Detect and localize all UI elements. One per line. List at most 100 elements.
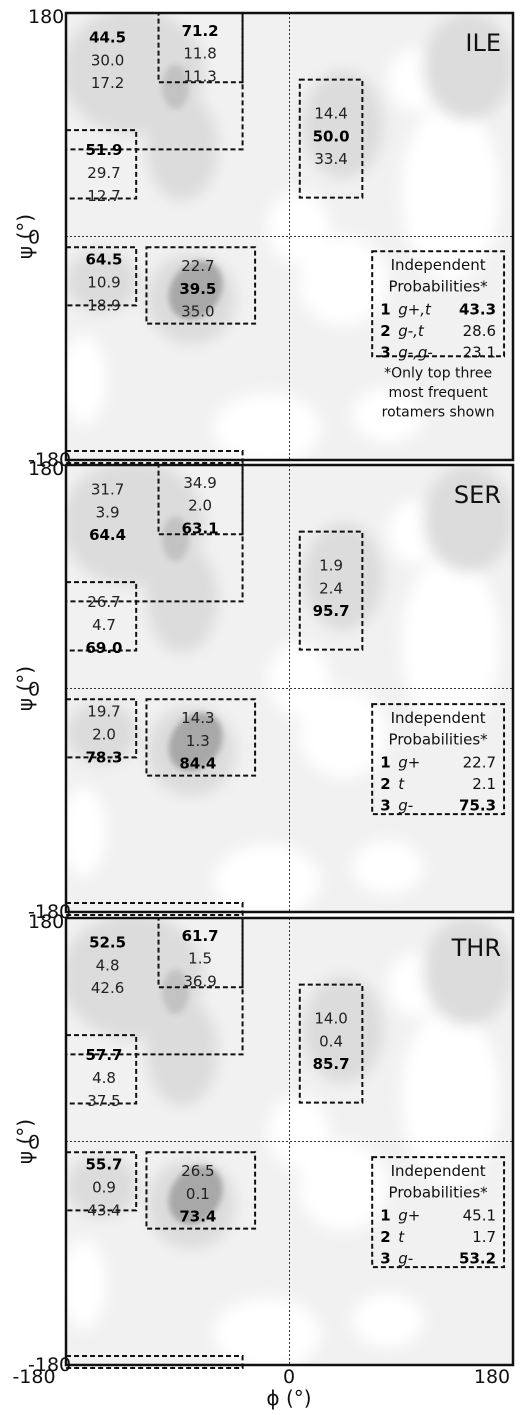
residue-label: SER [454,481,501,509]
rotamer-name: g-,t [398,322,425,340]
rotamer-rank: 3 [380,344,390,362]
rotamer-probability-label: 64.4 [89,526,126,544]
legend-title: Probabilities* [389,1183,489,1201]
rotamer-probability-label: 2.0 [188,497,212,515]
legend-title: Independent [391,1162,486,1180]
rotamer-probability-label: 39.5 [179,280,216,298]
rotamer-probability-label: 10.9 [87,274,120,292]
rotamer-probability-label: 30.0 [91,51,124,69]
rotamer-region-box [145,246,257,325]
rotamer-rank: 1 [380,1207,390,1225]
legend-title: Independent [391,709,486,727]
rotamer-rank: 2 [380,1228,390,1246]
rotamer-region-box [298,530,364,651]
rotamer-probability-label: 17.2 [91,74,124,92]
rotamer-probability-label: 50.0 [313,127,350,145]
rotamer-region-box [298,983,364,1104]
rotamer-probability-label: 34.9 [183,474,216,492]
y-tick-label: 0 [28,1132,40,1154]
rotamer-probability-label: 0.1 [186,1185,210,1203]
panel-thr: 52.5 4.8 42.6 61.7 1.5 36.9 57.7 4.8 37.5 14.0 0.4… [13,911,515,1376]
y-axis-label: ψ (°) [13,666,37,711]
x-axis: -180 0 180 ϕ (°) [12,1366,510,1410]
panel-ser: 31.7 3.9 64.4 34.9 2.0 63.1 26.7 4.7 69.0 1.9 2.4 9… [13,458,515,923]
rotamer-probability-label: 1.3 [186,732,210,750]
independent-probabilities-box [371,250,506,358]
rotamer-probability-label: 18.9 [87,296,120,314]
rotamer-probability: 43.3 [459,301,496,319]
y-tick-label: -180 [28,901,71,923]
rotamer-probability: 23.1 [463,344,496,362]
footnote-line: most frequent [389,385,489,401]
rotamer-probability-label: 57.7 [85,1046,122,1064]
rotamer-region-box [298,78,364,199]
rotamer-probability-label: 31.7 [91,481,124,499]
independent-probabilities-box [371,1156,506,1269]
rotamer-probability-label: 63.1 [182,519,219,537]
rotamer-rank: 2 [380,322,390,340]
rotamer-probability-label: 78.3 [85,748,122,766]
rotamer-probability: 45.1 [463,1207,496,1225]
x-tick-label: 0 [283,1366,295,1388]
rotamer-probability-label: 14.0 [314,1010,347,1028]
rotamer-probability-label: 12.7 [87,187,120,205]
x-tick-label: 180 [474,1366,510,1388]
y-tick-label: 180 [28,458,64,480]
y-tick-label: 180 [28,911,64,933]
legend-title: Independent [391,256,486,274]
rotamer-name: t [398,775,405,793]
rotamer-probability-label: 64.5 [85,251,122,269]
rotamer-probability-label: 95.7 [313,602,350,620]
rotamer-probability: 75.3 [459,797,496,815]
x-axis-label: ϕ (°) [266,1386,311,1410]
y-tick-label: -180 [28,449,71,471]
footnote-line: rotamers shown [382,405,495,421]
panel-ile: 44.5 30.0 17.2 71.2 11.8 11.3 51.9 29.7 12.7 14.4… [13,6,515,471]
rotamer-probability-label: 4.7 [92,616,116,634]
rotamer-probability-label: 4.8 [92,1069,116,1087]
rotamer-probability: 53.2 [459,1250,496,1268]
rotamer-probability-label: 29.7 [87,164,120,182]
y-tick-label: 180 [28,6,64,28]
y-axis-label: ψ (°) [13,214,37,259]
rotamer-probability-label: 33.4 [314,150,347,168]
y-tick-label: -180 [28,1354,71,1376]
rotamer-probability-label: 73.4 [179,1208,216,1226]
rotamer-rank: 1 [380,301,390,319]
rotamer-probability-label: 51.9 [85,141,122,159]
rotamer-probability-label: 14.4 [314,105,347,123]
rotamer-probability-label: 26.7 [87,593,120,611]
rotamer-probability: 28.6 [463,322,496,340]
rotamer-probability-label: 37.5 [87,1092,120,1110]
independent-probabilities-box [371,703,506,816]
rotamer-probability: 22.7 [463,754,496,772]
rotamer-probability-label: 26.5 [181,1162,214,1180]
rotamer-rank: 1 [380,754,390,772]
rotamer-probability-label: 42.6 [91,979,124,997]
footnote-line: *Only top three [384,365,492,381]
rotamer-probability-label: 52.5 [89,934,126,952]
rotamer-probability-label: 69.0 [85,639,122,657]
rotamer-name: g- [398,797,413,815]
rotamer-name: g+ [398,754,420,772]
legend-title: Probabilities* [389,277,489,295]
rotamer-probability-label: 36.9 [183,972,216,990]
rotamer-probability-label: 22.7 [181,257,214,275]
rotamer-probability-label: 3.9 [96,503,120,521]
rotamer-probability-label: 0.9 [92,1179,116,1197]
rotamer-region-box [145,1151,257,1230]
rotamer-probability-label: 11.3 [183,67,216,85]
rotamer-probability-label: 43.4 [87,1201,120,1219]
rotamer-rank: 2 [380,775,390,793]
rotamer-probability-label: 1.5 [188,950,212,968]
rotamer-probability-label: 11.8 [183,45,216,63]
rotamer-name: g+ [398,1207,420,1225]
rotamer-probability-label: 19.7 [87,703,120,721]
rotamer-region-box [145,698,257,777]
panel-frame [64,463,515,914]
x-tick-label: -180 [12,1366,55,1388]
rotamer-name: g- [398,1250,413,1268]
panel-frame [64,11,515,462]
rotamer-name: g+,t [398,301,432,319]
